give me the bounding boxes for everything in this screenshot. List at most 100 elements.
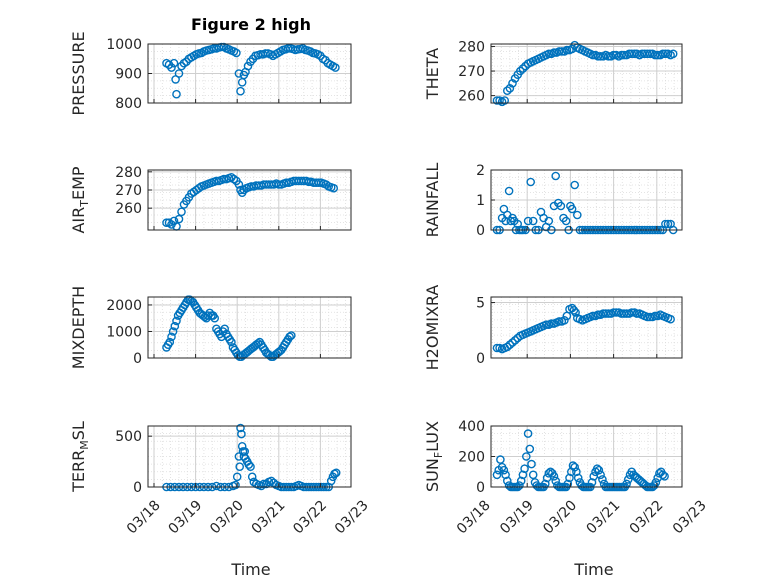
data-point	[556, 201, 566, 211]
y-tick-label: 0	[476, 223, 485, 239]
data-point	[596, 470, 605, 480]
x-tick-label: 03/23	[332, 497, 372, 537]
data-point	[593, 310, 603, 320]
y-tick-label: 270	[115, 183, 142, 199]
data-point	[285, 332, 294, 342]
data-point	[526, 177, 536, 187]
data-point	[244, 460, 254, 469]
data-series	[492, 303, 675, 354]
data-point	[515, 481, 524, 490]
data-point	[256, 481, 266, 491]
data-point	[170, 321, 180, 331]
data-point	[668, 49, 678, 59]
data-point	[551, 476, 561, 486]
data-point	[165, 337, 175, 347]
data-series	[492, 40, 678, 107]
x-tick-label: 03/19	[166, 497, 206, 537]
axes-box	[490, 43, 683, 104]
data-point	[172, 89, 181, 99]
data-point	[169, 58, 179, 68]
data-point	[569, 305, 579, 315]
x-tick-label: 03/22	[627, 497, 667, 537]
data-point	[549, 471, 559, 481]
data-point	[661, 219, 670, 229]
data-point	[611, 308, 621, 317]
data-point	[645, 49, 655, 59]
data-point	[643, 312, 652, 322]
data-point	[167, 63, 176, 72]
data-point	[516, 476, 526, 486]
y-tick-label: 280	[115, 165, 142, 181]
data-point	[632, 309, 642, 318]
x-tick-label: 03/19	[497, 497, 537, 537]
data-point	[499, 465, 509, 475]
data-point	[174, 214, 184, 224]
data-point	[567, 204, 577, 214]
data-point	[570, 462, 580, 472]
data-point	[261, 49, 270, 58]
data-point	[587, 478, 597, 487]
data-point	[658, 470, 668, 480]
data-point	[246, 462, 255, 472]
y-axis-label: H2OMIXRA	[423, 285, 442, 371]
x-tick-label: 03/21	[249, 497, 289, 537]
y-axis-label: AIRTEMP	[69, 166, 91, 233]
data-point	[653, 50, 663, 60]
x-tick-label: 03/21	[584, 497, 624, 537]
data-point	[594, 465, 604, 475]
data-point	[601, 309, 611, 318]
data-point	[220, 324, 229, 334]
data-point	[500, 96, 510, 105]
data-point	[522, 452, 531, 461]
data-point	[518, 64, 528, 73]
data-point	[643, 49, 652, 59]
data-point	[651, 478, 661, 487]
subplot-h2omixra: 0 5 H2OMIXRA	[423, 285, 683, 371]
data-point	[663, 219, 673, 229]
x-tick-label: 03/18	[454, 497, 494, 537]
data-point	[266, 476, 276, 486]
data-point	[172, 316, 181, 326]
x-tick-label: 03/20	[207, 497, 247, 537]
data-point	[604, 52, 613, 61]
y-axis-label: SUNFLUX	[423, 421, 445, 492]
data-point	[551, 171, 561, 181]
data-point	[573, 210, 582, 220]
data-point	[496, 455, 505, 464]
y-tick-label: 2	[476, 163, 485, 179]
y-tick-label: 1	[476, 193, 485, 209]
data-point	[560, 315, 569, 325]
y-tick-label: 280	[458, 39, 485, 55]
data-series	[162, 42, 340, 99]
data-point	[541, 320, 551, 330]
data-point	[492, 470, 502, 480]
data-point	[554, 317, 564, 326]
x-tick-label: 03/18	[124, 497, 164, 537]
data-point	[232, 48, 241, 58]
data-point	[518, 470, 528, 480]
data-point	[523, 429, 533, 438]
y-tick-label: 270	[458, 64, 485, 80]
data-point	[234, 180, 244, 189]
data-point	[508, 338, 517, 347]
y-tick-label: 260	[458, 89, 485, 105]
data-point	[243, 61, 253, 71]
y-tick-label: 800	[115, 96, 142, 112]
data-point	[510, 335, 520, 345]
y-tick-label: 400	[458, 419, 485, 435]
y-tick-label: 0	[133, 351, 142, 367]
data-point	[562, 45, 572, 55]
data-point	[235, 462, 244, 472]
subplot-rainfall: 0 1 2 RAINFALL	[423, 163, 683, 239]
data-point	[520, 464, 529, 474]
data-point	[549, 48, 559, 57]
data-point	[502, 86, 512, 95]
data-point	[619, 50, 629, 60]
data-point	[547, 319, 556, 328]
data-point	[501, 216, 510, 226]
data-series	[162, 172, 339, 231]
data-point	[598, 475, 607, 484]
y-tick-label: 0	[133, 480, 142, 496]
data-point	[236, 86, 245, 96]
